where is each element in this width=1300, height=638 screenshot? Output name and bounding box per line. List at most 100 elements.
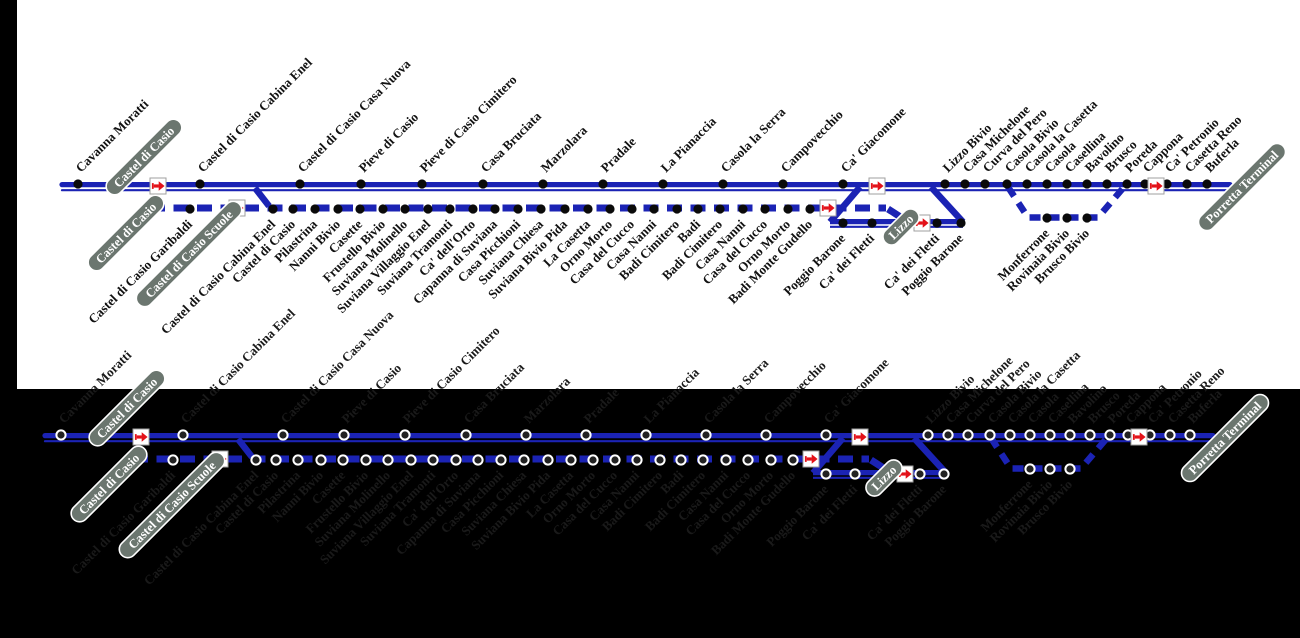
arrow-head xyxy=(1156,181,1163,191)
line-connector xyxy=(252,186,272,208)
station-dot xyxy=(560,204,570,214)
arrow-shaft xyxy=(1151,184,1157,188)
station-dot xyxy=(1122,179,1132,189)
station-dot xyxy=(1064,429,1076,441)
station-dot xyxy=(1162,179,1172,189)
station-dot xyxy=(538,179,548,189)
arrow-shaft xyxy=(136,435,142,439)
station-dot xyxy=(423,204,433,214)
station-dot xyxy=(583,204,593,214)
terminal-pill-shape xyxy=(1180,393,1270,483)
station-dot xyxy=(1042,213,1052,223)
station-dot xyxy=(277,429,289,441)
station-dot xyxy=(185,204,195,214)
station-dot xyxy=(338,429,350,441)
station-dot xyxy=(1104,429,1116,441)
station-dot xyxy=(1182,179,1192,189)
station-dot xyxy=(490,204,500,214)
arrow-shaft xyxy=(1134,435,1140,439)
station-dot xyxy=(1184,429,1196,441)
arrow-shaft xyxy=(823,206,829,210)
arrow-tail-bar xyxy=(1132,434,1135,440)
station-dot xyxy=(1082,179,1092,189)
station-dot xyxy=(718,179,728,189)
arrow-tail-bar xyxy=(151,183,154,189)
arrow-tail-bar xyxy=(853,434,856,440)
station-dot xyxy=(167,454,179,466)
station-dot xyxy=(536,204,546,214)
station-dot xyxy=(984,429,996,441)
station-dot xyxy=(382,454,394,466)
transfer-arrow-icon xyxy=(802,450,820,468)
station-dot xyxy=(478,179,488,189)
station-dot xyxy=(427,454,439,466)
station-dot xyxy=(445,204,455,214)
station-dot xyxy=(472,454,484,466)
arrow-tail-bar xyxy=(821,205,824,211)
station-dot xyxy=(672,204,682,214)
station-dot xyxy=(932,218,942,228)
station-dot xyxy=(460,429,472,441)
light-panel xyxy=(17,0,1300,389)
terminal-pill-shape xyxy=(865,459,903,497)
station-dot xyxy=(631,454,643,466)
station-dot xyxy=(805,204,815,214)
station-dot xyxy=(980,179,990,189)
transfer-arrow-icon xyxy=(851,428,869,446)
station-dot xyxy=(268,204,278,214)
station-dot xyxy=(73,179,83,189)
terminal-pill-shape xyxy=(135,200,243,308)
station-dot xyxy=(1062,213,1072,223)
station-dot xyxy=(580,429,592,441)
terminal-pill-shape xyxy=(118,451,226,559)
line-connector xyxy=(235,437,255,459)
station-dot xyxy=(640,429,652,441)
station-dot xyxy=(820,468,832,480)
station-dot xyxy=(270,454,282,466)
station-dot xyxy=(598,179,608,189)
station-dot xyxy=(605,204,615,214)
arrow-head xyxy=(922,218,929,228)
station-dot xyxy=(1140,179,1150,189)
station-dot xyxy=(738,204,748,214)
arrow-shaft xyxy=(900,472,906,476)
station-dot xyxy=(778,179,788,189)
terminal-pill-shape xyxy=(70,445,148,523)
station-dot xyxy=(942,429,954,441)
arrow-head xyxy=(905,469,912,479)
station-dot xyxy=(1004,429,1016,441)
arrow-tail-bar xyxy=(870,183,873,189)
station-dot xyxy=(587,454,599,466)
transfer-arrow-icon xyxy=(149,177,167,195)
arrow-head xyxy=(811,454,818,464)
station-dot xyxy=(518,454,530,466)
station-dot xyxy=(675,454,687,466)
station-dot xyxy=(315,454,327,466)
station-dot xyxy=(55,429,67,441)
transfer-arrow-icon xyxy=(819,199,837,217)
station-dot xyxy=(399,429,411,441)
station-dot xyxy=(360,454,372,466)
station-dot xyxy=(658,179,668,189)
station-dot xyxy=(468,204,478,214)
station-dot xyxy=(177,429,189,441)
station-dot xyxy=(195,179,205,189)
terminal-pill-shape xyxy=(105,118,183,196)
station-dot xyxy=(1164,429,1176,441)
station-dot xyxy=(938,468,950,480)
station-dot xyxy=(417,179,427,189)
arrow-tail-bar xyxy=(134,434,137,440)
terminal-pill-shape xyxy=(88,369,166,447)
station-dot xyxy=(1082,213,1092,223)
arrow-head xyxy=(141,432,148,442)
station-dot xyxy=(288,204,298,214)
station-dot xyxy=(960,179,970,189)
station-dot xyxy=(513,204,523,214)
station-dot xyxy=(940,179,950,189)
station-dot xyxy=(760,429,772,441)
station-dot xyxy=(378,204,388,214)
station-dot xyxy=(1084,429,1096,441)
station-dot xyxy=(783,204,793,214)
station-dot xyxy=(627,204,637,214)
